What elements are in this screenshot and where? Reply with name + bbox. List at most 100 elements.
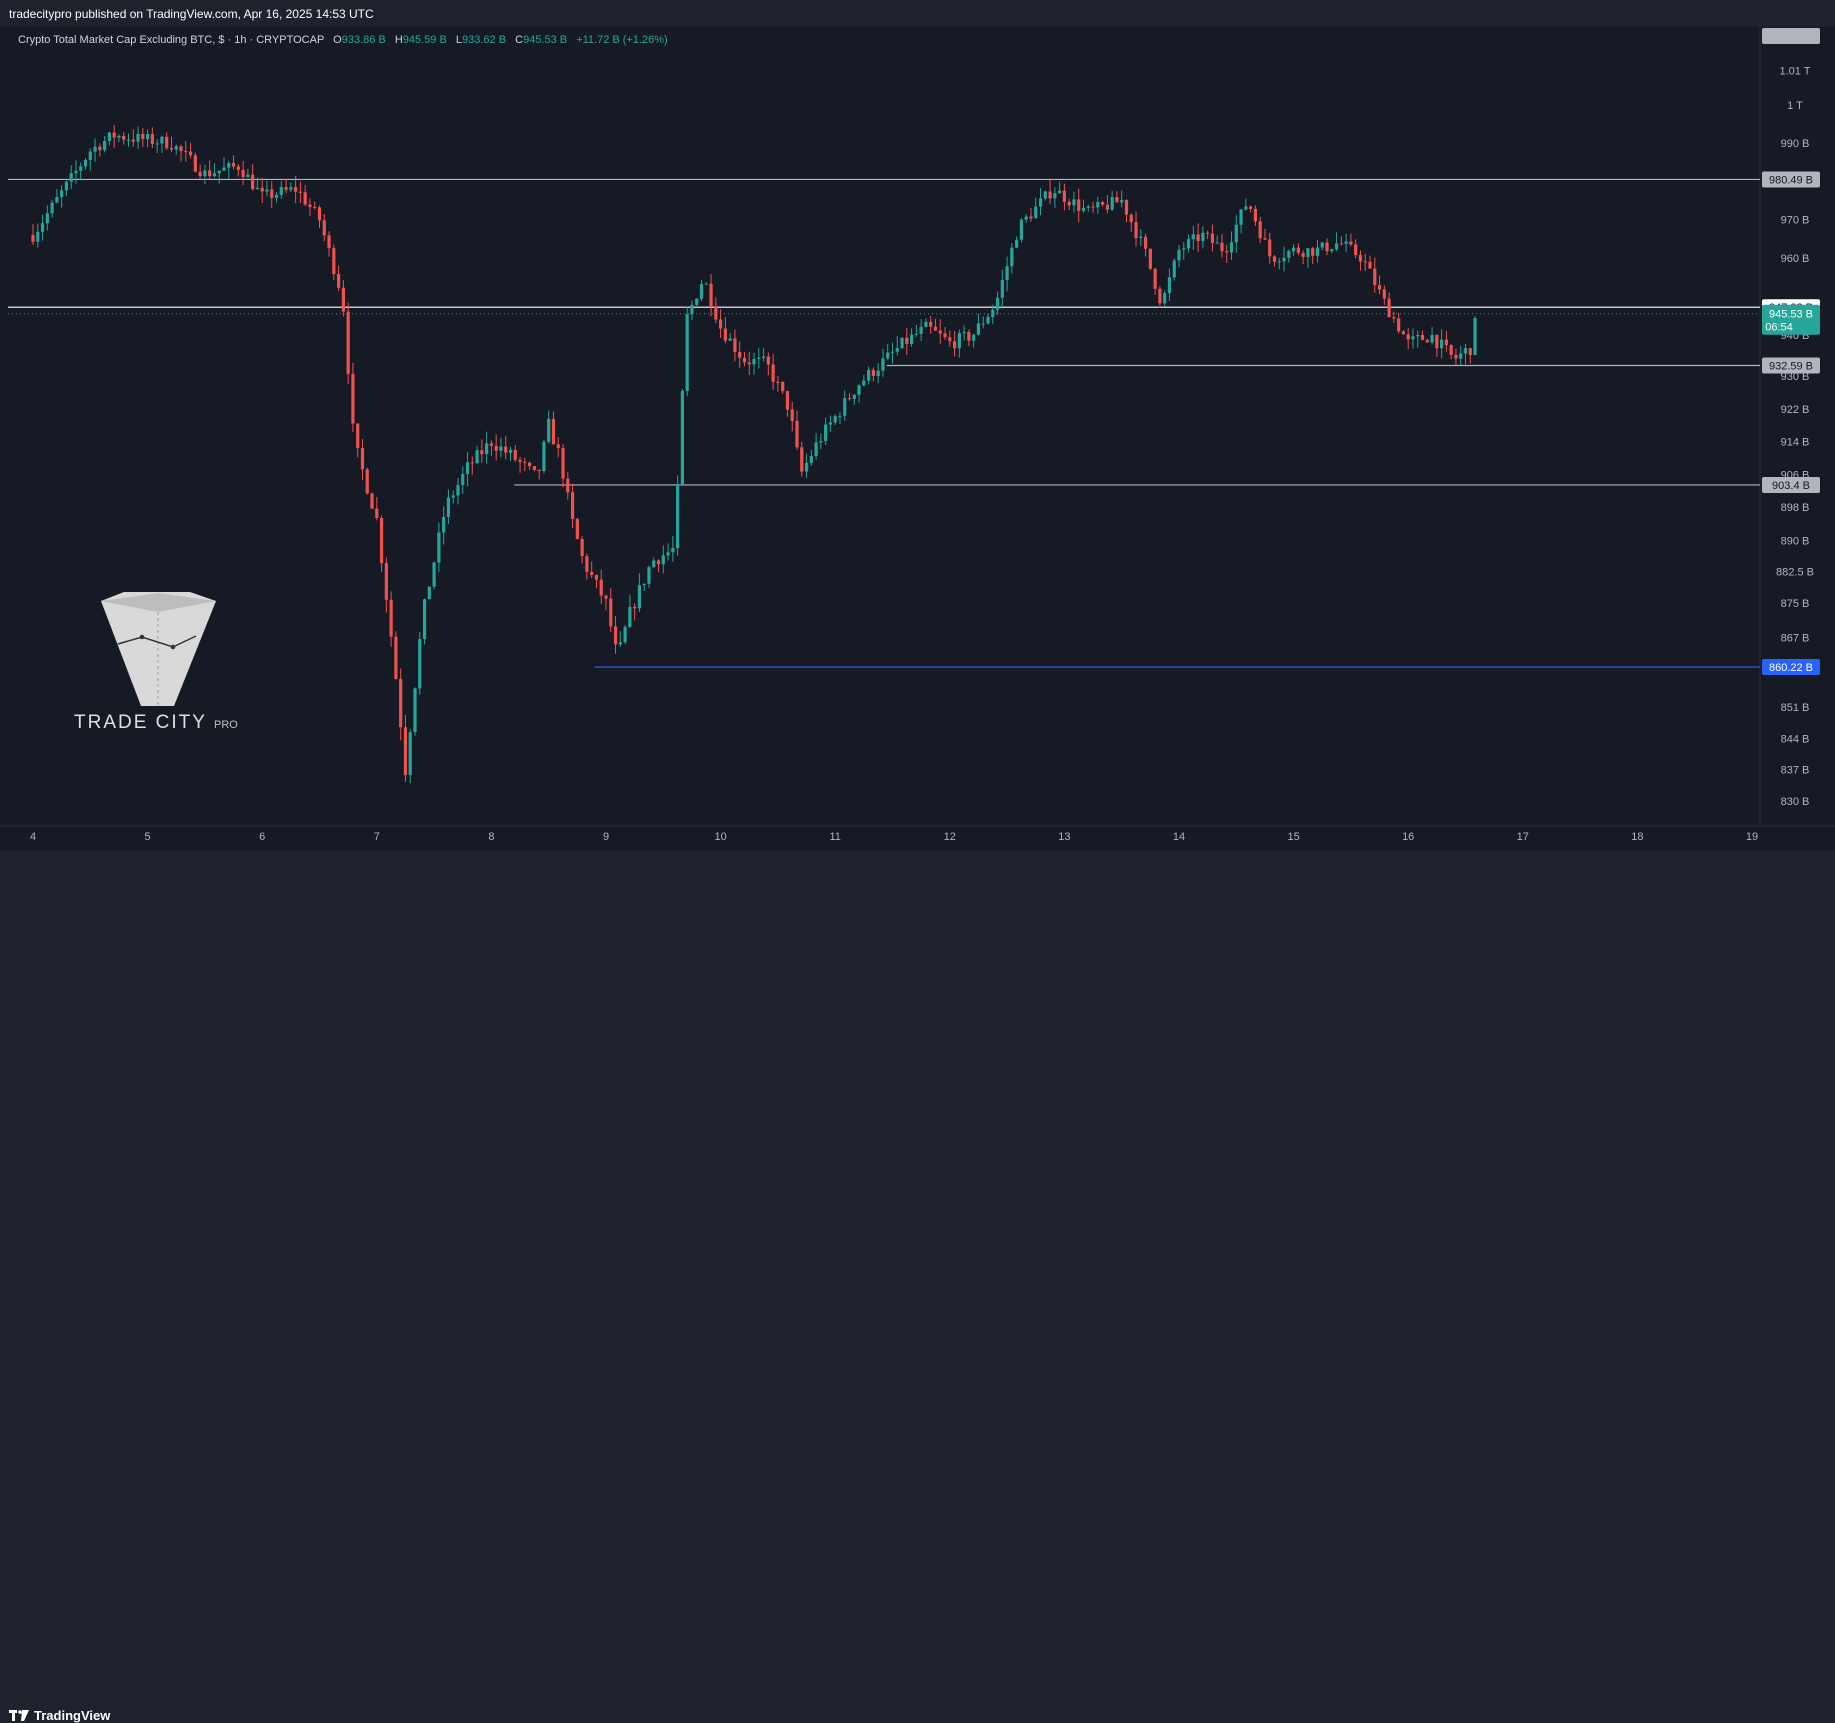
chart-panel[interactable]	[0, 27, 1835, 850]
candle	[1425, 339, 1429, 343]
candle	[494, 445, 498, 451]
candle	[174, 146, 178, 150]
tradingview-brand: TradingView	[34, 1708, 111, 1723]
candle	[1416, 334, 1420, 337]
candle	[193, 155, 197, 172]
candle	[551, 418, 556, 445]
candle	[1315, 247, 1320, 256]
candle	[255, 187, 260, 190]
candle	[957, 333, 961, 349]
candle	[470, 462, 474, 464]
x-tick-label: 11	[829, 831, 840, 843]
candle	[169, 148, 174, 150]
candle	[785, 391, 790, 410]
candle	[122, 135, 126, 140]
x-tick-label: 12	[944, 831, 956, 843]
candle	[747, 362, 751, 365]
candle	[633, 606, 637, 609]
candle	[671, 548, 675, 553]
candle	[1062, 190, 1066, 202]
candle	[1096, 201, 1100, 208]
candle	[375, 508, 379, 518]
legend-low-key: L	[455, 34, 463, 46]
candle	[1182, 248, 1186, 250]
candle	[1067, 201, 1071, 206]
candle	[1430, 334, 1434, 343]
y-tick-label: 844 B	[1781, 733, 1810, 745]
candle	[1334, 243, 1339, 250]
legend-close-key: C	[515, 34, 524, 46]
candle	[1120, 199, 1124, 203]
candle	[131, 139, 135, 142]
candle	[537, 469, 541, 472]
candle	[981, 323, 985, 325]
y-tick-label: 914 B	[1781, 437, 1810, 449]
countdown-label: 06:54	[1765, 322, 1793, 334]
x-tick-label: 7	[374, 831, 380, 843]
candle	[1320, 242, 1324, 248]
candle	[79, 166, 83, 171]
candle	[1234, 224, 1238, 243]
candle	[236, 166, 240, 170]
candle	[609, 598, 613, 627]
candle	[1186, 239, 1191, 249]
candle	[1282, 257, 1286, 262]
candle	[876, 370, 880, 377]
candle	[1110, 197, 1114, 210]
level-label: 932.59 B	[1769, 360, 1813, 372]
candle	[1349, 241, 1353, 245]
top-price-tag	[1762, 28, 1820, 44]
candle	[1440, 339, 1444, 349]
candle	[1325, 242, 1329, 252]
tradingview-icon	[9, 1709, 29, 1721]
candle	[284, 187, 288, 190]
candle	[346, 311, 350, 374]
candle	[852, 394, 856, 399]
candle	[303, 192, 307, 205]
level-label: 980.49 B	[1769, 174, 1813, 186]
candle	[98, 146, 102, 151]
y-tick-label: 898 B	[1781, 502, 1810, 514]
tradingview-logo[interactable]: TradingView	[9, 1708, 110, 1723]
legend-open-key: O	[333, 34, 342, 46]
x-tick-label: 15	[1287, 831, 1299, 843]
candle	[427, 586, 431, 600]
candle	[828, 422, 833, 425]
candle	[126, 139, 131, 141]
candle	[146, 134, 150, 140]
candle	[1048, 191, 1052, 199]
candle	[36, 231, 40, 242]
candle	[1292, 247, 1296, 252]
candle	[1220, 242, 1224, 252]
candle	[112, 132, 116, 138]
candle	[222, 167, 226, 171]
candle	[217, 170, 221, 174]
candle	[508, 449, 513, 453]
publisher-text: tradecitypro published on TradingView.co…	[9, 7, 374, 21]
y-tick-label: 875 B	[1781, 598, 1810, 610]
candle	[886, 352, 890, 359]
x-tick-label: 18	[1631, 831, 1643, 843]
candle	[208, 170, 212, 177]
candle	[1167, 277, 1172, 294]
candle	[1392, 317, 1396, 319]
candle	[1330, 249, 1334, 252]
candle	[986, 316, 990, 324]
candle	[384, 563, 388, 600]
candle	[1306, 248, 1310, 257]
candle	[523, 461, 527, 463]
candle	[814, 442, 818, 457]
candle	[365, 469, 369, 494]
candle	[1101, 201, 1105, 205]
candle	[184, 151, 188, 153]
candle	[322, 220, 326, 236]
candle	[351, 373, 355, 424]
legend-low: 933.62 B	[462, 34, 507, 46]
candle	[231, 162, 236, 167]
candle	[55, 197, 59, 203]
candle	[1053, 193, 1057, 199]
y-tick-label: 930 B	[1781, 371, 1810, 383]
candle	[800, 447, 804, 472]
legend-close: 945.53 B	[523, 34, 568, 46]
